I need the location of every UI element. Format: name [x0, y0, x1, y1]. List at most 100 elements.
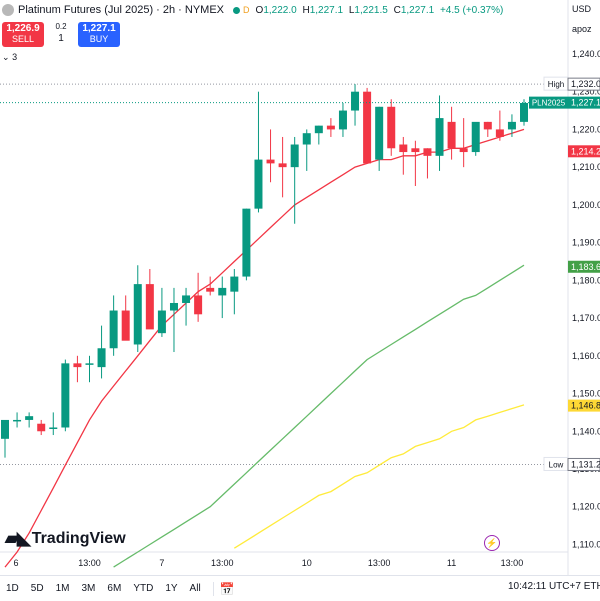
x-tick-label: 13:00 [501, 558, 524, 568]
candle-body [423, 148, 432, 156]
timeframe-1m[interactable]: 1M [55, 583, 70, 594]
clock-readout[interactable]: 10:42:11 UTC+7 ETH [508, 581, 600, 592]
candle-body [25, 416, 34, 420]
candle-body [218, 287, 227, 296]
spread-value: 0.2 [55, 22, 67, 31]
candle-body [61, 363, 70, 428]
marker-price-box [567, 457, 600, 471]
y-tick-label: 1,200.0 [572, 200, 600, 210]
candle-body [375, 106, 384, 160]
timeframe-1y[interactable]: 1Y [165, 583, 178, 594]
y-tick-label: 1,180.0 [572, 275, 600, 285]
timeframe-ytd[interactable]: YTD [133, 583, 154, 594]
candle-body [169, 302, 178, 311]
tradingview-logo-icon: ▰◣ [5, 528, 31, 548]
low-value: 1,221.5 [354, 4, 388, 16]
currency-label[interactable]: USD [572, 4, 592, 14]
y-tick-label: 1,160.0 [572, 351, 600, 361]
y-tick-label: 1,210.0 [572, 162, 600, 172]
candle-body [483, 121, 492, 130]
candle-body [37, 423, 46, 432]
scale-label[interactable]: apoz [572, 24, 592, 34]
y-tick-label: 1,170.0 [572, 313, 600, 323]
price-tag-box [568, 260, 600, 273]
candle-body [435, 118, 444, 156]
y-tick-label: 1,150.0 [572, 389, 600, 399]
symbol-title[interactable]: Platinum Futures (Jul 2025) · 2h · NYMEX [18, 4, 225, 16]
price-chart[interactable]: 1,110.01,120.01,130.01,140.01,150.01,160… [0, 0, 600, 575]
x-tick-label: 13:00 [78, 558, 101, 568]
divider [212, 581, 214, 596]
chevron-down-icon: ⌄ [2, 52, 10, 62]
ma-line-ma-slow [233, 404, 525, 549]
candle-body [206, 287, 215, 292]
timeframe-1d[interactable]: 1D [6, 583, 19, 594]
indicators-toggle[interactable]: ⌄ 3 [2, 52, 17, 63]
price-tag-box [568, 96, 600, 109]
candle-body [254, 159, 263, 209]
lightning-icon[interactable]: ⚡ [484, 535, 500, 551]
timeframe-6m[interactable]: 6M [107, 583, 122, 594]
x-tick-label: 11 [447, 558, 456, 568]
candle-body [157, 310, 166, 334]
candle-body [230, 276, 239, 292]
candle-body [459, 148, 468, 153]
ma-line-ma-fast [4, 128, 525, 568]
high-value: 1,227.1 [309, 4, 344, 16]
candle-body [314, 125, 323, 134]
timeframe-5d[interactable]: 5D [30, 583, 44, 594]
x-tick-label: 10 [302, 558, 312, 568]
candle-body [363, 91, 372, 164]
marker-label-high: High [548, 80, 564, 89]
timeframe-3m[interactable]: 3M [81, 583, 96, 594]
candle-body [338, 110, 347, 130]
buy-button[interactable]: 1,227.1 BUY [78, 22, 120, 47]
candle-body [520, 103, 529, 122]
candle-body [13, 419, 22, 422]
candle-body [266, 159, 275, 164]
x-tick-label: 13:00 [368, 558, 391, 568]
market-status-icon [233, 6, 241, 14]
price-tag: 1,227.1 [571, 98, 600, 108]
price-tag: 1,183.6 [571, 262, 600, 272]
close-value: 1,227.1 [400, 4, 435, 16]
x-tick-label: 13:00 [211, 558, 234, 568]
trade-panel: 1,226.9 SELL 0.2 1 1,227.1 BUY [2, 22, 120, 47]
price-tag: 1,214.2 [571, 146, 600, 156]
sell-button[interactable]: 1,226.9 SELL [2, 22, 44, 47]
price-tag-box [568, 399, 600, 412]
change-value: +4.5 (+0.37%) [439, 4, 504, 16]
candle-body [85, 363, 94, 365]
marker-price-high: 1,232.0 [571, 79, 600, 89]
candle-body [290, 144, 299, 168]
candle-body [411, 148, 420, 153]
candle-body [97, 348, 106, 368]
timeframe-all[interactable]: All [189, 583, 201, 594]
y-tick-label: 1,110.0 [572, 539, 600, 549]
chart-header: Platinum Futures (Jul 2025) · 2h · NYMEX… [0, 0, 506, 20]
candle-body [351, 91, 360, 111]
candle-body [194, 295, 203, 315]
marker-price-low: 1,131.2 [571, 459, 600, 469]
symbol-tag: PLN2025 [532, 99, 566, 108]
calendar-icon[interactable]: 📅 [219, 581, 235, 596]
candle-body [399, 144, 408, 153]
candle-body [1, 419, 9, 439]
candle-body [471, 121, 480, 153]
price-tag: 1,146.8 [571, 401, 600, 411]
candle-body [387, 106, 396, 149]
candle-body [326, 125, 335, 130]
candle-body [302, 133, 311, 145]
open-value: 1,222.0 [263, 4, 297, 16]
bottom-toolbar: 1D 5D 1M 3M 6M YTD 1Y All 📅 [0, 575, 600, 601]
candle-body [73, 363, 82, 368]
x-tick-label: 6 [13, 558, 18, 568]
y-tick-label: 1,140.0 [572, 426, 600, 436]
candle-body [447, 121, 456, 149]
indicator-count: 3 [12, 52, 18, 62]
ohlc-readout: O1,222.0 H1,227.1 L1,221.5 C1,227.1 +4.5… [255, 4, 504, 16]
delayed-badge: D [243, 5, 250, 15]
tradingview-logo[interactable]: ▰◣ TradingView [5, 528, 126, 548]
quantity-box[interactable]: 0.2 1 [44, 22, 78, 44]
y-tick-label: 1,220.0 [572, 124, 600, 134]
